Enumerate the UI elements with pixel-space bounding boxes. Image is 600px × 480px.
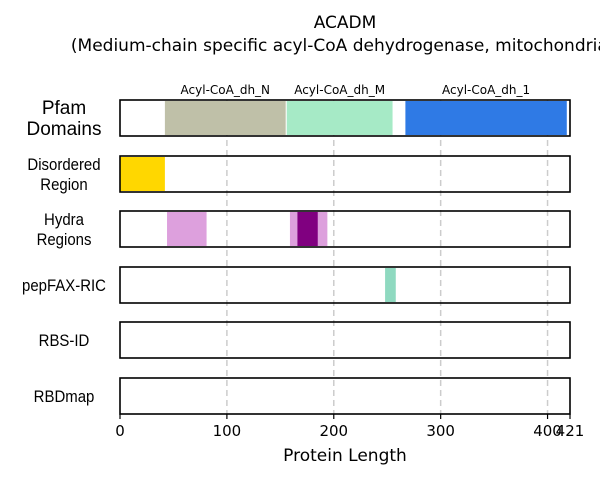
x-axis-label: Protein Length — [283, 446, 407, 466]
track-frame — [119, 321, 571, 359]
track-label: RBDmap — [34, 388, 95, 406]
track-segment — [385, 268, 396, 302]
grid-lines — [226, 100, 549, 414]
track-pfam-domains: Acyl-CoA_dh_N Acyl-CoA_dh_M Acyl-CoA_dh_1 P… — [27, 83, 571, 140]
track-frame — [119, 266, 571, 304]
chart-title-line2: (Medium-chain specific acyl-CoA dehydrog… — [71, 36, 600, 56]
track-segment — [297, 212, 318, 246]
chart-title-line1: ACADM — [314, 13, 377, 33]
x-tick-label: 0 — [115, 422, 125, 440]
track-label: Pfam Domains — [27, 98, 102, 140]
track-segment — [286, 101, 393, 135]
track-rbs-id: RBS-ID — [39, 321, 571, 359]
track-label: Hydra Regions — [37, 211, 92, 249]
track-rbdmap: RBDmap — [34, 377, 571, 415]
track-label: pepFAX-RIC — [22, 277, 106, 295]
x-tick-label: 400 — [533, 422, 562, 440]
x-tick-label: 300 — [426, 422, 455, 440]
track-frame — [119, 99, 571, 137]
track-label: RBS-ID — [39, 332, 90, 350]
track-frame — [119, 155, 571, 193]
track-segment — [167, 212, 207, 246]
track-pepfax-ric: pepFAX-RIC — [22, 266, 571, 304]
track-label: Disordered Region — [27, 156, 100, 194]
x-tick-label: 200 — [319, 422, 348, 440]
track-segment — [164, 101, 286, 135]
track-frame — [119, 377, 571, 415]
x-tick-label: 100 — [213, 422, 242, 440]
domain-label: Acyl-CoA_dh_M — [294, 83, 385, 97]
track-disordered-region: Disordered Region — [27, 155, 571, 194]
track-segment — [120, 157, 165, 191]
domain-label: Acyl-CoA_dh_N — [181, 83, 271, 97]
track-segment — [405, 101, 567, 135]
track-frame — [119, 210, 571, 248]
track-hydra-regions: Hydra Regions — [37, 210, 571, 249]
domain-label: Acyl-CoA_dh_1 — [442, 83, 530, 97]
tracks: Acyl-CoA_dh_N Acyl-CoA_dh_M Acyl-CoA_dh_1 P… — [22, 83, 571, 415]
x-tick-label: 421 — [556, 422, 585, 440]
